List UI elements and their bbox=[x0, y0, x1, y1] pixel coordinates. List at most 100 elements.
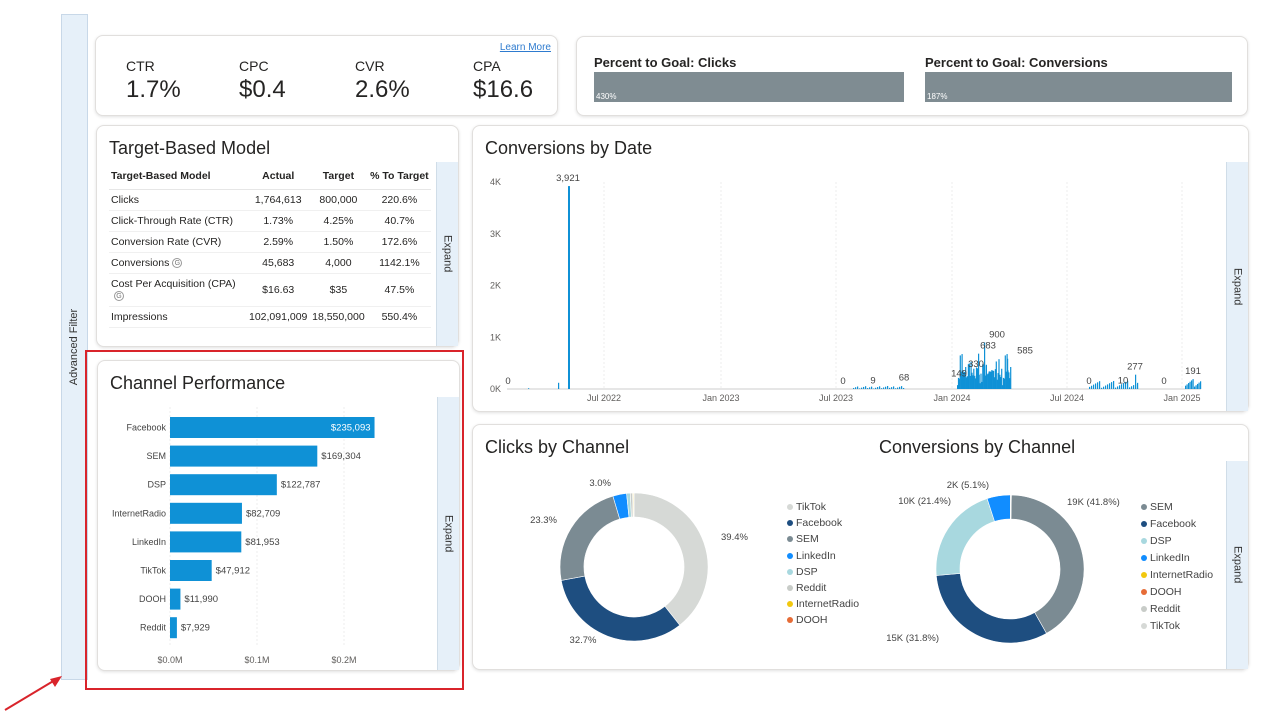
bar-linkedin bbox=[170, 531, 241, 552]
kpi-cpc: CPC $0.4 bbox=[239, 58, 286, 104]
legend-dot-icon bbox=[787, 617, 793, 623]
goal-clicks-bar: 430% bbox=[594, 72, 904, 102]
date-bar bbox=[1188, 383, 1189, 389]
slice-label: 10K (21.4%) bbox=[898, 496, 951, 507]
col-header-metric[interactable]: Target-Based Model bbox=[109, 166, 247, 190]
expand-label: Expand bbox=[442, 235, 454, 272]
legend-item[interactable]: Facebook bbox=[1141, 518, 1196, 530]
bar-reddit bbox=[170, 617, 177, 638]
y-tick-label: 1K bbox=[490, 332, 501, 342]
bar-value-label: $169,304 bbox=[321, 451, 361, 462]
donut-slice-facebook bbox=[561, 576, 679, 641]
kpi-cvr: CVR 2.6% bbox=[355, 58, 410, 104]
legend-dot-icon bbox=[1141, 521, 1147, 527]
date-bar bbox=[869, 387, 870, 389]
table-row: Click-Through Rate (CTR) 1.73% 4.25% 40.… bbox=[109, 211, 431, 232]
legend-item[interactable]: TikTok bbox=[1141, 620, 1180, 632]
kpi-value: $16.6 bbox=[473, 76, 533, 104]
legend-dot-icon bbox=[1141, 555, 1147, 561]
target-model-table: Target-Based Model Actual Target % To Ta… bbox=[109, 166, 431, 328]
kpi-card: Learn More CTR 1.7% CPC $0.4 CVR 2.6% CP… bbox=[95, 35, 558, 116]
slice-label: 23.3% bbox=[530, 515, 557, 526]
expand-target-model[interactable]: Expand bbox=[436, 162, 458, 346]
kpi-label: CPC bbox=[239, 58, 286, 74]
expand-channel-performance[interactable]: Expand bbox=[437, 397, 459, 670]
x-tick-label: $0.0M bbox=[157, 655, 182, 665]
goal-conversions-value: 187% bbox=[927, 92, 947, 101]
table-row: Impressions 102,091,009 18,550,000 550.4… bbox=[109, 307, 431, 328]
channel-performance-chart: $0.0M$0.1M$0.2MFacebook$235,093SEM$169,3… bbox=[98, 397, 436, 672]
date-bar bbox=[568, 186, 570, 389]
date-bar bbox=[1194, 387, 1195, 389]
date-bar bbox=[877, 387, 878, 389]
g-info-icon[interactable]: G bbox=[114, 291, 124, 301]
data-label: 9 bbox=[870, 376, 875, 387]
legend-dot-icon bbox=[1141, 623, 1147, 629]
goal-clicks-label: Percent to Goal: Clicks bbox=[594, 55, 736, 70]
data-label: 683 bbox=[980, 341, 996, 352]
cell-metric: Conversions bbox=[111, 257, 169, 269]
legend-dot-icon bbox=[787, 504, 793, 510]
x-tick-label: Jan 2023 bbox=[702, 393, 739, 403]
x-tick-label: Jul 2022 bbox=[587, 393, 621, 403]
bar-category-label: SEM bbox=[146, 451, 166, 461]
legend-item[interactable]: Reddit bbox=[1141, 603, 1180, 615]
date-bar bbox=[1111, 382, 1112, 389]
legend-item[interactable]: DSP bbox=[787, 566, 818, 578]
cell-metric: Click-Through Rate (CTR) bbox=[109, 211, 247, 232]
legend-item[interactable]: LinkedIn bbox=[1141, 552, 1190, 564]
g-info-icon[interactable]: G bbox=[172, 258, 182, 268]
legend-item[interactable]: Facebook bbox=[787, 517, 842, 529]
legend-item[interactable]: DOOH bbox=[787, 614, 828, 626]
legend-item[interactable]: SEM bbox=[787, 533, 819, 545]
advanced-filter-toggle[interactable]: Advanced Filter bbox=[61, 14, 88, 680]
cell-metric: Cost Per Acquisition (CPA) bbox=[111, 278, 236, 290]
cell-actual: 1.73% bbox=[247, 211, 309, 232]
legend-dot-icon bbox=[787, 569, 793, 575]
bar-value-label: $11,990 bbox=[184, 594, 218, 605]
legend-item[interactable]: Reddit bbox=[787, 582, 826, 594]
legend-item[interactable]: DOOH bbox=[1141, 586, 1182, 598]
learn-more-link[interactable]: Learn More bbox=[500, 42, 551, 53]
bar-value-label: $47,912 bbox=[216, 566, 250, 577]
cell-actual: $16.63 bbox=[247, 274, 309, 307]
x-tick-label: Jan 2025 bbox=[1163, 393, 1200, 403]
legend-item[interactable]: SEM bbox=[1141, 501, 1173, 513]
cell-pct: 550.4% bbox=[367, 307, 431, 328]
date-bar bbox=[1187, 384, 1188, 389]
date-bar bbox=[891, 387, 892, 389]
bar-dooh bbox=[170, 589, 180, 610]
legend-label: Facebook bbox=[1150, 518, 1196, 530]
legend-dot-icon bbox=[787, 520, 793, 526]
col-header-actual[interactable]: Actual bbox=[247, 166, 309, 190]
col-header-pct[interactable]: % To Target bbox=[367, 166, 431, 190]
date-bar bbox=[895, 388, 896, 389]
legend-item[interactable]: InternetRadio bbox=[787, 598, 859, 610]
date-bar bbox=[1193, 379, 1194, 389]
legend-item[interactable]: InternetRadio bbox=[1141, 569, 1213, 581]
date-bar bbox=[1093, 385, 1094, 389]
slice-label: 2K (5.1%) bbox=[947, 480, 989, 491]
expand-by-channel[interactable]: Expand bbox=[1226, 461, 1248, 669]
donut-slice-sem bbox=[1010, 495, 1084, 633]
legend-item[interactable]: TikTok bbox=[787, 501, 826, 513]
expand-conversions-by-date[interactable]: Expand bbox=[1226, 162, 1248, 411]
data-label: 585 bbox=[1017, 346, 1033, 357]
legend-item[interactable]: DSP bbox=[1141, 535, 1172, 547]
data-label: 68 bbox=[899, 372, 910, 383]
date-bar bbox=[853, 388, 854, 389]
date-bar bbox=[1113, 381, 1114, 389]
x-tick-label: Jul 2023 bbox=[819, 393, 853, 403]
col-header-target[interactable]: Target bbox=[309, 166, 367, 190]
legend-item[interactable]: LinkedIn bbox=[787, 550, 836, 562]
donut-slice-tiktok bbox=[634, 493, 708, 625]
legend-label: DOOH bbox=[796, 614, 828, 626]
date-bar bbox=[887, 386, 888, 389]
kpi-ctr: CTR 1.7% bbox=[126, 58, 181, 104]
goal-conversions-bar: 187% bbox=[925, 72, 1232, 102]
date-bar bbox=[873, 388, 874, 389]
date-bar bbox=[1185, 386, 1186, 389]
